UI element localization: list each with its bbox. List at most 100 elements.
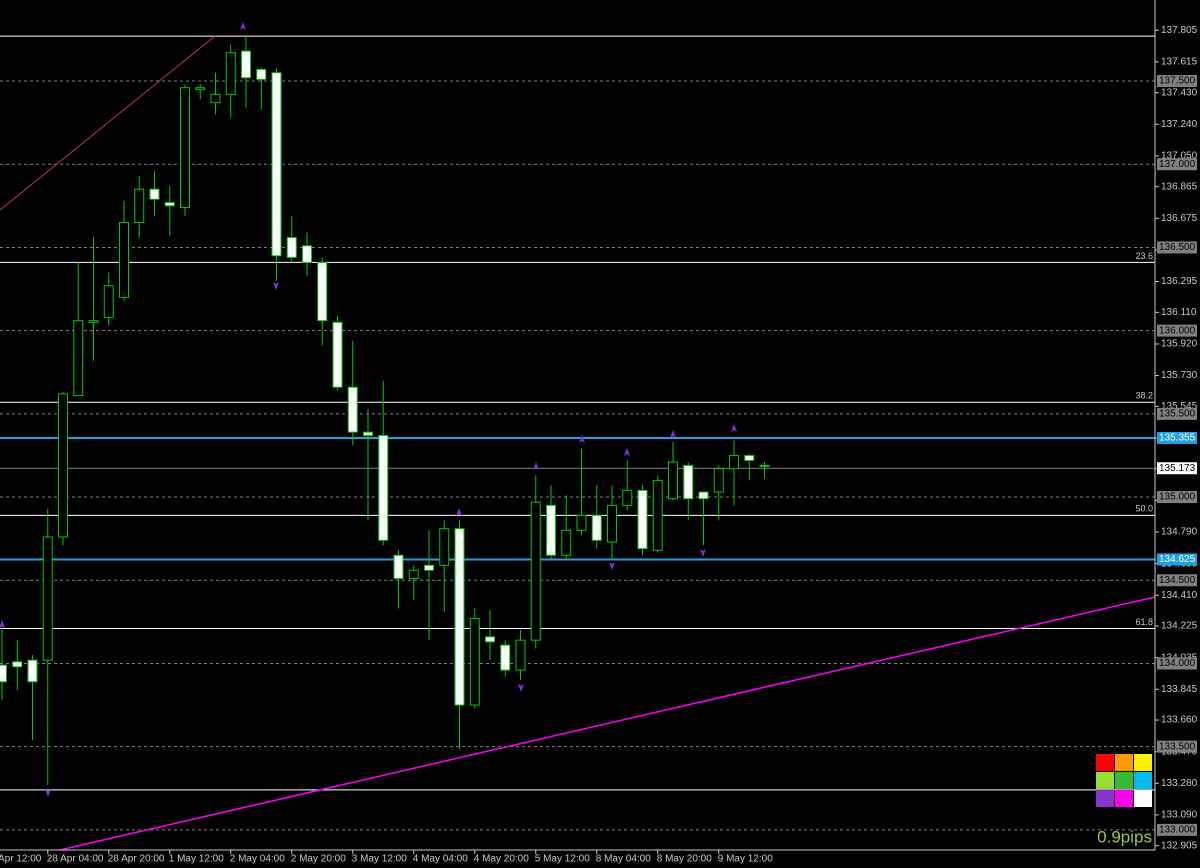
candle-body [195, 87, 206, 90]
candle-body [713, 468, 724, 493]
level-label: 133.500 [1159, 741, 1196, 752]
level-box [1157, 431, 1197, 444]
level-box [1157, 158, 1197, 171]
level-box [1157, 574, 1197, 587]
level-label: 136.500 [1159, 242, 1196, 253]
candle-body [286, 236, 297, 258]
level-label: 135.355 [1159, 433, 1196, 444]
candle-body [759, 464, 770, 467]
price-label: 135.173 [1159, 463, 1196, 474]
candle-body [698, 491, 709, 500]
level-box [1157, 740, 1197, 753]
swatch [1134, 754, 1152, 771]
y-tick-label: 135.545 [1161, 401, 1198, 412]
candle-body [88, 320, 99, 323]
candle-body [424, 564, 434, 571]
candle-body [607, 504, 617, 543]
x-tick-label: Apr 12:00 [0, 854, 42, 865]
candle-body [408, 569, 419, 580]
candle-body [58, 393, 68, 538]
fractal-arrows [0, 22, 737, 797]
candle-body [393, 554, 404, 580]
candle-body [256, 68, 267, 80]
y-tick-label: 137.805 [1161, 25, 1198, 36]
y-tick-label: 134.790 [1161, 527, 1198, 538]
x-tick-label: 4 May 04:00 [413, 854, 468, 865]
level-box [1157, 324, 1197, 337]
x-tick-label: 3 May 12:00 [352, 854, 407, 865]
fractal-arrow [670, 430, 676, 438]
fib-label: 61.8 [1135, 617, 1153, 627]
price-box [1157, 462, 1197, 475]
y-tick-label: 134.225 [1161, 621, 1198, 632]
fractal-arrow [45, 789, 51, 797]
y-tick-label: 137.240 [1161, 119, 1198, 130]
candle-body [561, 529, 572, 556]
x-tick-label: 5 May 12:00 [535, 854, 590, 865]
trend-line [0, 35, 216, 211]
y-tick-label: 134.410 [1161, 590, 1198, 601]
level-label: 133.000 [1159, 825, 1196, 836]
swatch [1096, 772, 1114, 789]
x-tick-label: 8 May 20:00 [657, 854, 712, 865]
candle-body [347, 386, 358, 433]
spread-label: 0.9pips [1097, 827, 1152, 846]
candle-body [302, 245, 312, 263]
x-tick-label: 1 May 12:00 [169, 854, 224, 865]
candle-body [164, 202, 175, 207]
candle-body [454, 528, 465, 706]
fib-label: 50.0 [1135, 504, 1153, 514]
level-label: 134.500 [1159, 575, 1196, 586]
level-box [1157, 657, 1197, 670]
level-box [1157, 241, 1197, 254]
candle-body [134, 188, 145, 223]
y-tick-label: 136.865 [1161, 181, 1198, 192]
level-label: 135.000 [1159, 492, 1196, 503]
x-tick-label: 8 May 04:00 [596, 854, 651, 865]
level-box [1157, 407, 1197, 420]
candle-body [271, 72, 282, 257]
candle-body [729, 454, 739, 470]
level-box [1157, 553, 1197, 566]
candle-body [469, 618, 480, 706]
level-box [1157, 75, 1197, 88]
swatch [1096, 754, 1114, 771]
fractal-arrow [456, 508, 462, 516]
y-tick-label: 137.050 [1161, 151, 1198, 162]
candle-body [591, 514, 602, 541]
level-label: 136.000 [1159, 325, 1196, 336]
x-tick-label: 4 May 20:00 [474, 854, 529, 865]
fib-label: 23.6 [1135, 251, 1153, 261]
trend-line [59, 596, 1156, 851]
candle-body [530, 501, 541, 641]
candle-body [622, 489, 633, 506]
y-tick-label: 133.090 [1161, 810, 1198, 821]
level-box [1157, 491, 1197, 504]
level-label: 134.625 [1159, 554, 1196, 565]
candle-body [103, 285, 114, 318]
level-label: 137.500 [1159, 76, 1196, 87]
plot-area: 137.805 137.615 137.430 137.240 137.050 136.8… [0, 25, 1198, 865]
candle-body [119, 221, 129, 298]
color-palette [1096, 754, 1152, 807]
candle-body [225, 52, 236, 95]
candle-body [363, 431, 373, 436]
candle-body [27, 659, 38, 683]
fractal-arrow [0, 620, 5, 628]
candle-body [652, 479, 663, 551]
level-box [1157, 823, 1197, 836]
candle-body [12, 661, 23, 668]
swatch [1134, 772, 1152, 789]
candle-body [210, 93, 221, 104]
swatch [1115, 754, 1133, 771]
x-tick-label: 2 May 20:00 [291, 854, 346, 865]
level-label: 134.000 [1159, 658, 1196, 669]
candle-body [515, 639, 526, 671]
y-tick-label: 135.920 [1161, 339, 1198, 350]
y-tick-label: 136.675 [1161, 213, 1198, 224]
level-label: 135.500 [1159, 408, 1196, 419]
swatch [1096, 790, 1114, 807]
swatch [1134, 790, 1152, 807]
fib-label: 38.2 [1135, 391, 1153, 401]
